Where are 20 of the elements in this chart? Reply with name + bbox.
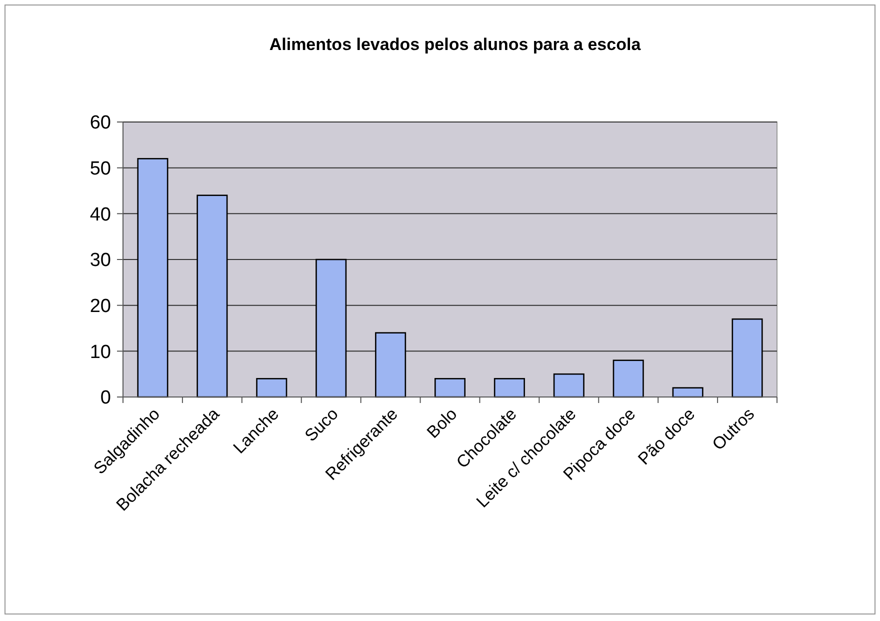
- bar: [494, 378, 525, 398]
- bar: [196, 194, 228, 398]
- y-tick-label: 30: [90, 250, 111, 272]
- bar: [553, 373, 584, 398]
- bar: [316, 258, 347, 398]
- bar: [375, 332, 406, 398]
- bar: [137, 158, 168, 398]
- bar: [612, 360, 644, 398]
- y-tick-label: 60: [90, 112, 111, 134]
- y-tick-label: 50: [90, 158, 111, 180]
- y-tick-label: 0: [100, 388, 111, 409]
- bar: [434, 378, 466, 398]
- bar: [732, 318, 763, 398]
- bar: [256, 378, 288, 398]
- bar: [672, 387, 704, 398]
- y-tick-label: 20: [90, 296, 111, 317]
- chart-title: Alimentos levados pelos alunos para a escola: [269, 35, 642, 54]
- y-tick-label: 10: [90, 342, 111, 363]
- x-tick-label: Bolo: [423, 404, 461, 442]
- y-tick-label: 40: [90, 204, 111, 226]
